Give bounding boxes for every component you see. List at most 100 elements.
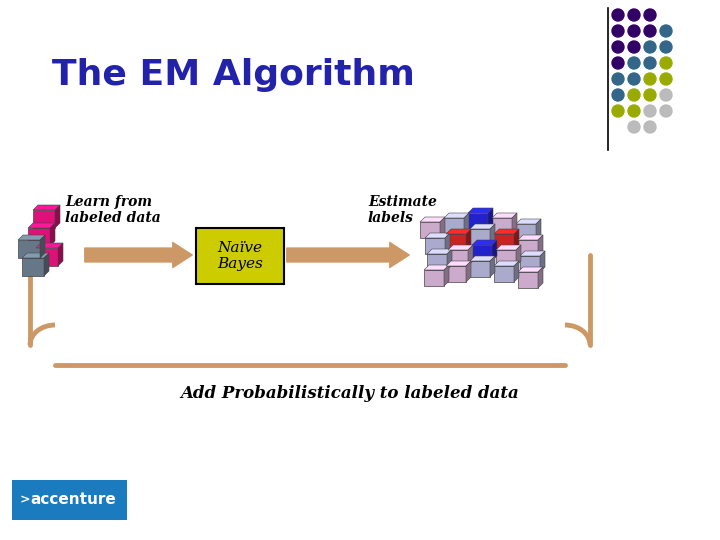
Text: accenture: accenture xyxy=(30,492,116,508)
Polygon shape xyxy=(464,213,469,234)
Bar xyxy=(470,261,490,277)
Polygon shape xyxy=(494,229,519,234)
Bar xyxy=(427,254,447,270)
Bar xyxy=(516,224,536,240)
Polygon shape xyxy=(28,223,55,228)
Polygon shape xyxy=(466,229,471,250)
Bar xyxy=(446,266,466,282)
Polygon shape xyxy=(540,251,545,272)
Polygon shape xyxy=(427,249,452,254)
Polygon shape xyxy=(472,240,497,245)
Circle shape xyxy=(628,41,640,53)
Polygon shape xyxy=(538,267,543,288)
Polygon shape xyxy=(470,224,495,229)
Polygon shape xyxy=(494,261,519,266)
Circle shape xyxy=(612,25,624,37)
Polygon shape xyxy=(446,229,471,234)
Circle shape xyxy=(660,105,672,117)
Bar xyxy=(33,210,55,228)
Polygon shape xyxy=(520,251,545,256)
Polygon shape xyxy=(538,235,543,256)
Circle shape xyxy=(612,73,624,85)
FancyArrowPatch shape xyxy=(287,242,409,267)
Circle shape xyxy=(644,41,656,53)
Text: The EM Algorithm: The EM Algorithm xyxy=(52,58,415,92)
Circle shape xyxy=(628,25,640,37)
Polygon shape xyxy=(44,253,49,276)
Bar xyxy=(425,238,445,254)
Polygon shape xyxy=(514,229,519,250)
Text: >: > xyxy=(20,494,30,507)
Polygon shape xyxy=(512,213,517,234)
Polygon shape xyxy=(496,245,521,250)
Polygon shape xyxy=(518,267,543,272)
Bar xyxy=(494,266,514,282)
Polygon shape xyxy=(468,245,473,266)
Circle shape xyxy=(628,89,640,101)
Circle shape xyxy=(644,121,656,133)
Polygon shape xyxy=(424,265,449,270)
Bar xyxy=(22,258,44,276)
Polygon shape xyxy=(445,233,450,254)
Bar xyxy=(496,250,516,266)
Circle shape xyxy=(644,89,656,101)
Polygon shape xyxy=(55,205,60,228)
Polygon shape xyxy=(444,265,449,286)
Circle shape xyxy=(612,89,624,101)
Circle shape xyxy=(660,25,672,37)
Bar xyxy=(518,240,538,256)
Bar xyxy=(420,222,440,238)
Bar xyxy=(18,240,40,258)
Polygon shape xyxy=(492,240,497,261)
Bar xyxy=(520,256,540,272)
Polygon shape xyxy=(420,217,445,222)
Bar xyxy=(446,234,466,250)
Polygon shape xyxy=(470,256,495,261)
Polygon shape xyxy=(447,249,452,270)
Circle shape xyxy=(660,73,672,85)
Circle shape xyxy=(644,73,656,85)
Bar xyxy=(444,218,464,234)
Bar xyxy=(28,228,50,246)
Circle shape xyxy=(628,105,640,117)
Circle shape xyxy=(644,9,656,21)
Polygon shape xyxy=(518,235,543,240)
Polygon shape xyxy=(440,217,445,238)
Polygon shape xyxy=(492,213,517,218)
Circle shape xyxy=(628,57,640,69)
Circle shape xyxy=(612,41,624,53)
Polygon shape xyxy=(50,223,55,246)
Text: Learn from
labeled data: Learn from labeled data xyxy=(65,195,161,225)
Circle shape xyxy=(612,57,624,69)
FancyArrowPatch shape xyxy=(85,242,192,267)
Polygon shape xyxy=(36,243,63,248)
Bar xyxy=(472,245,492,261)
Circle shape xyxy=(628,9,640,21)
Polygon shape xyxy=(536,219,541,240)
Polygon shape xyxy=(488,208,493,229)
Circle shape xyxy=(628,73,640,85)
Circle shape xyxy=(612,105,624,117)
Polygon shape xyxy=(516,245,521,266)
Bar xyxy=(468,213,488,229)
Text: Naïve
Bayes: Naïve Bayes xyxy=(217,241,263,271)
Circle shape xyxy=(644,57,656,69)
Polygon shape xyxy=(446,261,471,266)
Bar xyxy=(494,234,514,250)
Bar xyxy=(470,229,490,245)
Polygon shape xyxy=(33,205,60,210)
Circle shape xyxy=(644,105,656,117)
Circle shape xyxy=(660,57,672,69)
Polygon shape xyxy=(18,235,45,240)
Polygon shape xyxy=(58,243,63,266)
Polygon shape xyxy=(448,245,473,250)
Circle shape xyxy=(644,25,656,37)
Polygon shape xyxy=(22,253,49,258)
Polygon shape xyxy=(490,256,495,277)
Polygon shape xyxy=(468,208,493,213)
Polygon shape xyxy=(40,235,45,258)
Circle shape xyxy=(612,9,624,21)
Text: Add Probabilistically to labeled data: Add Probabilistically to labeled data xyxy=(181,385,519,402)
Polygon shape xyxy=(425,233,450,238)
Polygon shape xyxy=(466,261,471,282)
